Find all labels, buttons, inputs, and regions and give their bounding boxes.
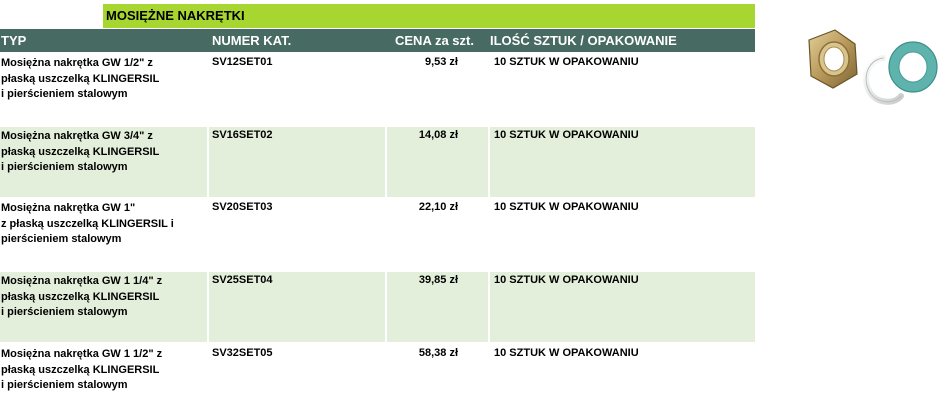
gasket-icon	[888, 41, 938, 93]
quantity-cell: 10 SZTUK W OPAKOWANIU	[490, 127, 755, 197]
column-header-cena: CENA za szt.	[395, 33, 474, 48]
table-row: Mosiężna nakrętka GW 1 1/4" z płaską usz…	[0, 272, 755, 342]
product-type-line: Mosiężna nakrętka GW 3/4" z	[1, 130, 153, 142]
product-type-line: i pierścieniem stalowym	[1, 161, 128, 173]
table-row: Mosiężna nakrętka GW 1 1/2" z płaską usz…	[0, 345, 755, 409]
catalog-number-cell: SV25SET04	[209, 272, 385, 342]
product-type-line: płaską uszczelką KLINGERSIL	[1, 290, 160, 303]
quantity-cell: 10 SZTUK W OPAKOWANIU	[490, 272, 755, 342]
price-cell: 22,10 zł	[418, 201, 458, 213]
product-type-line: i pierścieniem stalowym	[1, 379, 128, 391]
product-type-line: płaską uszczelką KLINGERSIL	[1, 145, 160, 158]
table-header: TYP NUMER KAT. CENA za szt. ILOŚĆ SZTUK …	[0, 29, 755, 52]
price-cell: 58,38 zł	[418, 347, 458, 359]
product-type-line: Mosiężna nakrętka GW 1 1/2" z	[1, 348, 163, 360]
product-type-line: płaską uszczelką KLINGERSIL	[1, 72, 160, 85]
product-type-line: Mosiężna nakrętka GW 1"	[1, 202, 136, 214]
price-cell: 14,08 zł	[387, 127, 488, 197]
table-row: Mosiężna nakrętka GW 1" z płaską uszczel…	[0, 199, 755, 269]
catalog-number-cell: SV12SET01	[212, 56, 273, 68]
product-photo	[808, 29, 938, 105]
column-header-ilosc: ILOŚĆ SZTUK / OPAKOWANIE	[490, 33, 677, 48]
table-title: MOSIĘŻNE NAKRĘTKI	[103, 4, 755, 28]
column-header-typ: TYP	[1, 33, 27, 48]
catalog-number-cell: SV32SET05	[212, 347, 273, 359]
price-cell: 9,53 zł	[424, 56, 458, 68]
table-row: Mosiężna nakrętka GW 1/2" z płaską uszcz…	[0, 54, 755, 122]
catalog-number-cell: SV16SET02	[209, 127, 385, 197]
product-type-line: Mosiężna nakrętka GW 1/2" z	[1, 57, 153, 69]
product-type-line: pierścieniem stalowym	[1, 233, 122, 245]
brass-nut-icon	[808, 29, 858, 89]
price-cell: 39,85 zł	[387, 272, 488, 342]
product-type-line: Mosiężna nakrętka GW 1 1/4" z	[1, 275, 163, 287]
product-type-line: i pierścieniem stalowym	[1, 88, 128, 100]
steel-ring-icon	[863, 55, 904, 105]
product-type-cell: Mosiężna nakrętka GW 1" z płaską uszczel…	[0, 199, 207, 269]
quantity-cell: 10 SZTUK W OPAKOWANIU	[494, 347, 639, 359]
product-type-cell: Mosiężna nakrętka GW 1/2" z płaską uszcz…	[0, 54, 207, 122]
product-type-cell: Mosiężna nakrętka GW 1 1/2" z płaską usz…	[0, 345, 207, 409]
quantity-cell: 10 SZTUK W OPAKOWANIU	[494, 201, 639, 213]
product-type-cell: Mosiężna nakrętka GW 1 1/4" z płaską usz…	[0, 272, 207, 342]
product-type-line: i pierścieniem stalowym	[1, 306, 128, 318]
product-type-cell: Mosiężna nakrętka GW 3/4" z płaską uszcz…	[0, 127, 207, 197]
table-row: Mosiężna nakrętka GW 3/4" z płaską uszcz…	[0, 127, 755, 197]
product-type-line: z płaską uszczelką KLINGERSIL i	[1, 217, 174, 230]
quantity-cell: 10 SZTUK W OPAKOWANIU	[494, 56, 639, 68]
column-header-numer-kat: NUMER KAT.	[212, 33, 292, 48]
catalog-number-cell: SV20SET03	[212, 201, 273, 213]
product-type-line: płaską uszczelką KLINGERSIL	[1, 363, 160, 376]
